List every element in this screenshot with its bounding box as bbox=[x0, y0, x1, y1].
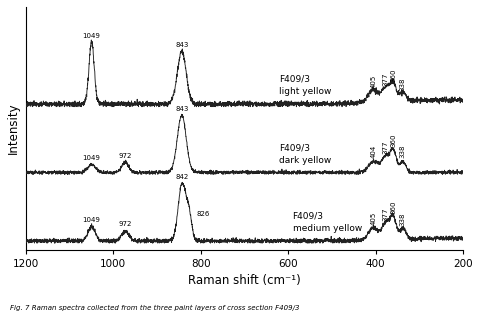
Text: F409/3
dark yellow: F409/3 dark yellow bbox=[279, 143, 332, 165]
Text: 405: 405 bbox=[371, 75, 376, 89]
Text: 972: 972 bbox=[119, 153, 132, 159]
Text: F409/3
medium yellow: F409/3 medium yellow bbox=[292, 212, 362, 233]
Text: 377: 377 bbox=[383, 140, 389, 154]
Text: 843: 843 bbox=[175, 42, 189, 48]
Text: 377: 377 bbox=[383, 208, 389, 221]
Text: 826: 826 bbox=[196, 211, 210, 217]
Text: 338: 338 bbox=[400, 213, 406, 226]
Y-axis label: Intensity: Intensity bbox=[7, 102, 20, 154]
Text: 338: 338 bbox=[400, 78, 406, 91]
Text: 842: 842 bbox=[176, 174, 189, 180]
Text: 843: 843 bbox=[175, 106, 189, 112]
Text: 972: 972 bbox=[119, 222, 132, 228]
Text: 338: 338 bbox=[400, 145, 406, 158]
Text: Fig. 7 Raman spectra collected from the three paint layers of cross section F409: Fig. 7 Raman spectra collected from the … bbox=[10, 305, 299, 311]
Text: 360: 360 bbox=[390, 201, 396, 214]
Text: 360: 360 bbox=[390, 68, 396, 82]
Text: 1049: 1049 bbox=[83, 33, 100, 39]
X-axis label: Raman shift (cm⁻¹): Raman shift (cm⁻¹) bbox=[188, 274, 301, 287]
Text: F409/3
light yellow: F409/3 light yellow bbox=[279, 75, 332, 96]
Text: 404: 404 bbox=[371, 145, 377, 158]
Text: 360: 360 bbox=[390, 133, 396, 147]
Text: 405: 405 bbox=[371, 211, 376, 225]
Text: 377: 377 bbox=[383, 73, 389, 86]
Text: 1049: 1049 bbox=[83, 217, 100, 223]
Text: 1049: 1049 bbox=[83, 155, 100, 161]
